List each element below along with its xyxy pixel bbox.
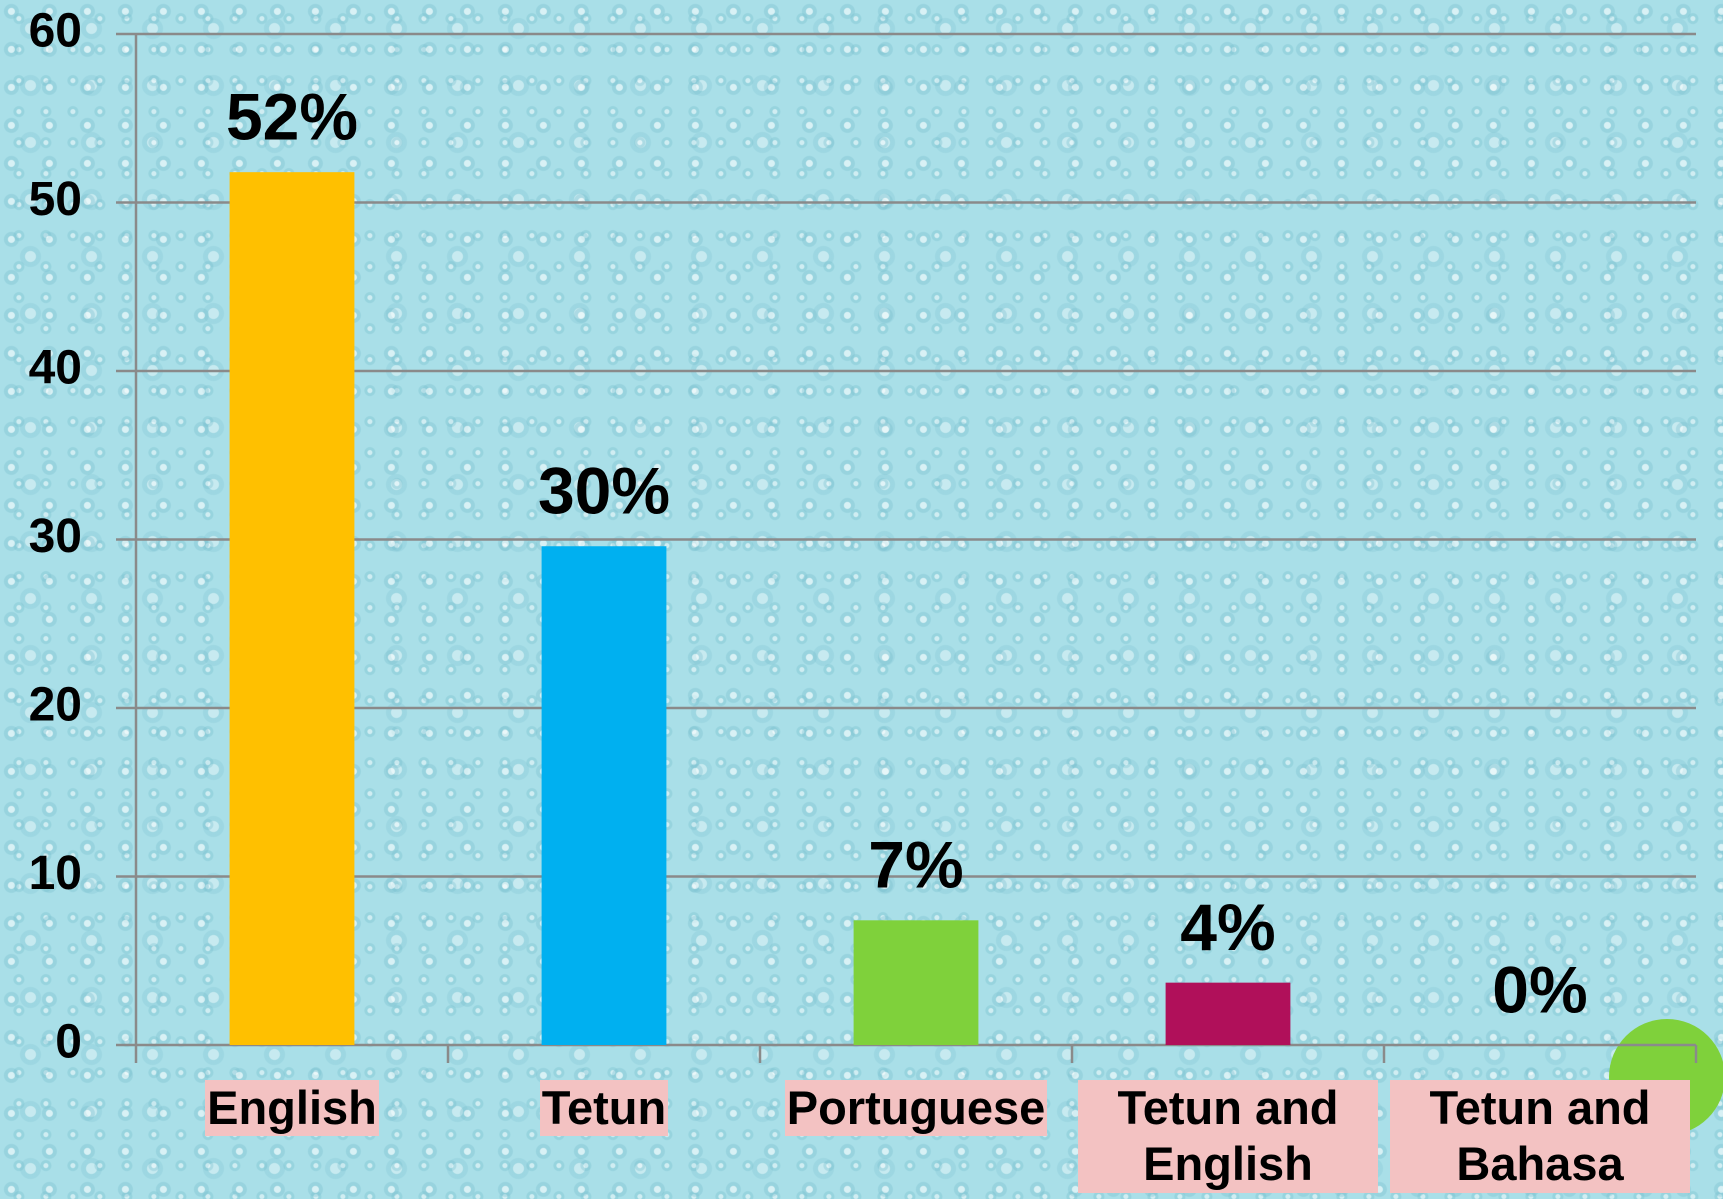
x-tick-label: English <box>205 1080 379 1137</box>
bar <box>229 172 355 1046</box>
y-tick-label: 20 <box>29 679 82 732</box>
x-label-box: Portuguese <box>766 1080 1066 1137</box>
y-tick-label: 40 <box>29 342 82 395</box>
y-tick-label: 10 <box>29 847 82 900</box>
x-tick-label: Portuguese <box>784 1080 1048 1137</box>
y-tick-label: 30 <box>29 510 82 563</box>
x-tick-label: Tetun <box>539 1080 669 1137</box>
x-tick-label: Tetun and Bahasa <box>1390 1080 1690 1193</box>
value-label: 52% <box>226 80 358 154</box>
y-tick-label: 60 <box>29 5 82 58</box>
bar <box>541 546 667 1045</box>
y-tick-label: 50 <box>29 173 82 226</box>
value-label: 7% <box>868 828 963 902</box>
y-tick-label: 0 <box>55 1016 82 1069</box>
x-tick-label: Tetun and English <box>1078 1080 1378 1193</box>
x-label-box: Tetun and Bahasa <box>1390 1080 1690 1193</box>
value-label: 0% <box>1492 952 1587 1026</box>
bar <box>1165 982 1291 1045</box>
value-label: 4% <box>1180 890 1275 964</box>
value-label: 30% <box>538 454 670 528</box>
x-label-box: English <box>142 1080 442 1137</box>
bar <box>853 920 979 1045</box>
x-label-box: Tetun and English <box>1078 1080 1378 1193</box>
x-label-box: Tetun <box>454 1080 754 1137</box>
